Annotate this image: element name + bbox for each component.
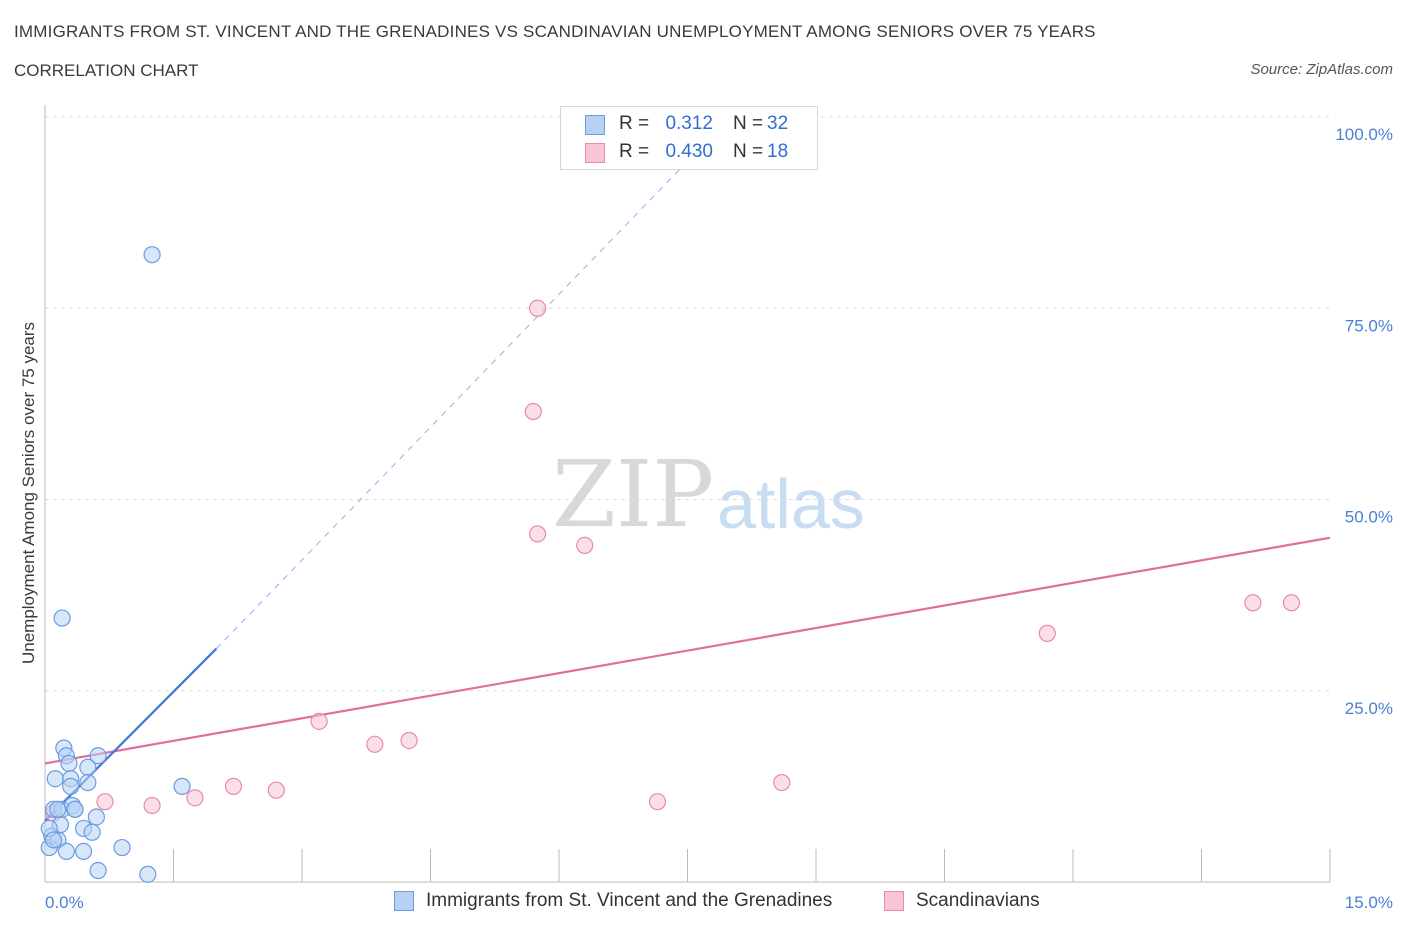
x-tick-label: 0.0% xyxy=(45,893,84,912)
scandinavian-point xyxy=(648,793,667,811)
legend-swatch-pink xyxy=(585,143,605,163)
legend-r-value: 0.312 xyxy=(665,113,713,134)
chart-title: IMMIGRANTS FROM ST. VINCENT AND THE GREN… xyxy=(14,22,1096,41)
scandinavian-point xyxy=(143,796,161,815)
trend-line-scandinavians xyxy=(44,536,1331,765)
immigrant-point xyxy=(87,808,106,826)
x-tick-label: 15.0% xyxy=(1345,893,1393,912)
bottom-legend-swatch-blue xyxy=(394,891,414,911)
scandinavian-point xyxy=(524,402,542,421)
source-label: Source: ZipAtlas.com xyxy=(1250,61,1393,78)
immigrant-point xyxy=(57,842,76,861)
scandinavian-point xyxy=(267,781,285,799)
grid-layer xyxy=(45,116,1330,692)
legend-r-label: R = xyxy=(619,113,650,134)
immigrant-point xyxy=(139,865,157,883)
watermark-atlas: atlas xyxy=(717,465,865,543)
scandinavian-point xyxy=(400,731,418,750)
legend-r-value: 0.430 xyxy=(665,141,713,162)
chart-subtitle: CORRELATION CHART xyxy=(14,61,199,80)
legend-n-value: 18 xyxy=(767,141,789,162)
immigrant-point xyxy=(44,831,63,849)
bottom-legend-label: Immigrants from St. Vincent and the Gren… xyxy=(426,890,833,911)
bottom-legend-label: Scandinavians xyxy=(916,890,1040,911)
immigrant-point xyxy=(62,777,80,795)
immigrant-point xyxy=(113,838,131,857)
points-layer xyxy=(40,246,1301,883)
watermark-zip: ZIP xyxy=(552,441,714,548)
legend-r-label: R = xyxy=(619,141,650,162)
scandinavian-point xyxy=(224,777,243,795)
scandinavian-point xyxy=(773,773,791,792)
immigrant-point xyxy=(60,754,78,773)
scandinavian-point xyxy=(1282,594,1301,612)
immigrant-point xyxy=(83,823,101,841)
axis-layer xyxy=(44,105,1331,883)
immigrant-point xyxy=(89,747,107,765)
immigrant-point xyxy=(66,800,84,818)
scandinavian-point xyxy=(528,525,547,543)
scandinavian-point xyxy=(1244,594,1262,612)
scandinavian-point xyxy=(576,536,594,555)
scandinavian-point xyxy=(1038,624,1056,642)
y-tick-label: 50.0% xyxy=(1345,508,1393,527)
bottom-legend-swatch-pink xyxy=(884,891,904,911)
immigrant-point xyxy=(49,800,67,818)
immigrant-point xyxy=(79,773,97,792)
immigrant-point xyxy=(89,861,107,880)
scandinavian-point xyxy=(528,299,547,317)
scandinavian-point xyxy=(366,735,384,753)
tick-layer: 25.0% 50.0% 75.0% 100.0% 0.0% 15.0% xyxy=(45,125,1393,912)
immigrant-point xyxy=(143,246,161,264)
legend-swatch-blue xyxy=(585,115,605,135)
scandinavian-point xyxy=(186,789,204,807)
immigrant-point xyxy=(74,842,93,861)
scandinavian-point xyxy=(310,712,328,730)
immigrant-point xyxy=(46,770,64,788)
y-tick-label: 100.0% xyxy=(1335,125,1393,144)
scandinavian-point xyxy=(96,793,114,811)
immigrant-point xyxy=(53,609,71,627)
immigrant-point xyxy=(173,777,191,795)
legend-n-label: N = xyxy=(733,141,764,162)
trend-line-immigrants-extension xyxy=(215,116,731,650)
correlation-legend: R = 0.312 N = 32 R = 0.430 N = 18 xyxy=(560,106,818,170)
y-axis-label: Unemployment Among Seniors over 75 years xyxy=(19,322,38,664)
legend-n-label: N = xyxy=(733,113,764,134)
y-tick-label: 25.0% xyxy=(1345,699,1393,718)
y-tick-label: 75.0% xyxy=(1345,316,1393,335)
legend-n-value: 32 xyxy=(767,113,789,134)
